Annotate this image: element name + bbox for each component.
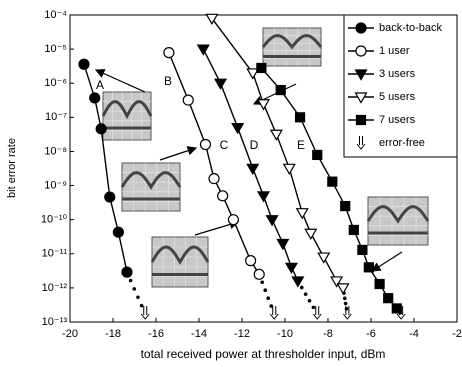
- point: [358, 245, 367, 254]
- extrapolation-dot: [345, 307, 349, 311]
- x-tick-label: -10: [277, 328, 293, 340]
- point: [318, 253, 329, 263]
- point: [198, 45, 209, 55]
- point: [215, 79, 226, 89]
- point: [257, 63, 266, 72]
- point: [105, 192, 115, 202]
- point: [286, 263, 297, 273]
- legend-box: [344, 15, 457, 157]
- point: [258, 192, 269, 202]
- y-tick-label: 10⁻⁹: [44, 179, 67, 191]
- y-tick-label: 10⁻¹⁰: [41, 214, 68, 226]
- x-tick-label: -14: [191, 328, 207, 340]
- point: [328, 177, 337, 186]
- point: [113, 227, 123, 237]
- x-tick-label: -8: [323, 328, 333, 340]
- point: [90, 93, 100, 103]
- point: [79, 59, 89, 69]
- point: [200, 139, 210, 149]
- point: [392, 304, 401, 313]
- y-tick-label: 10⁻⁷: [45, 111, 67, 123]
- inset-arrow: [372, 252, 402, 271]
- x-tick-label: -4: [409, 328, 419, 340]
- y-tick-label: 10⁻⁴: [44, 9, 67, 21]
- curve-tag: D: [250, 138, 259, 152]
- legend-label: 1 user: [379, 45, 410, 57]
- point: [247, 164, 258, 174]
- point: [364, 263, 373, 272]
- point: [349, 225, 358, 234]
- curve-tag: E: [297, 138, 305, 152]
- point: [375, 280, 384, 289]
- legend-label: error-free: [379, 137, 425, 149]
- point: [356, 46, 366, 56]
- chart: bit error rate total received power at t…: [0, 0, 462, 367]
- x-axis-label: total received power at thresholder inpu…: [141, 347, 386, 361]
- point: [305, 229, 316, 239]
- extrapolation-dot: [260, 280, 264, 284]
- extrapolation-dot: [344, 302, 348, 306]
- point: [296, 113, 305, 122]
- point: [246, 256, 256, 266]
- curve-tag: C: [220, 138, 229, 152]
- legend-label: 5 users: [379, 91, 416, 103]
- point: [228, 215, 238, 225]
- point: [284, 164, 295, 174]
- point: [313, 150, 322, 159]
- point: [297, 209, 308, 219]
- point: [258, 100, 269, 110]
- y-tick-label: 10⁻¹¹: [42, 248, 68, 260]
- point: [341, 202, 350, 211]
- point: [122, 267, 132, 277]
- point: [384, 294, 393, 303]
- y-axis-label: bit error rate: [6, 138, 18, 198]
- x-tick-label: -18: [105, 328, 121, 340]
- extrapolation-dot: [263, 288, 267, 292]
- y-tick-label: 10⁻⁸: [44, 145, 67, 157]
- point: [183, 95, 193, 105]
- extrapolation-dot: [300, 286, 304, 290]
- legend-label: 3 users: [379, 68, 416, 80]
- point: [271, 130, 282, 140]
- point: [357, 116, 366, 125]
- point: [232, 124, 243, 134]
- x-tick-label: -12: [234, 328, 250, 340]
- curve-tag: A: [96, 78, 104, 92]
- extrapolation-dot: [312, 306, 316, 310]
- error-free-arrow: [141, 306, 149, 319]
- point: [254, 269, 264, 279]
- point: [267, 216, 278, 226]
- y-tick-label: 10⁻⁶: [44, 77, 67, 89]
- point: [276, 86, 285, 95]
- extrapolation-dot: [308, 299, 312, 303]
- y-tick-label: 10⁻¹³: [42, 316, 68, 328]
- point: [209, 174, 219, 184]
- point: [218, 191, 228, 201]
- point: [292, 277, 303, 287]
- x-tick-label: -20: [62, 328, 78, 340]
- x-tick-label: -16: [148, 328, 164, 340]
- extrapolation-dot: [304, 292, 308, 296]
- y-tick-label: 10⁻¹²: [42, 282, 68, 294]
- point: [356, 23, 366, 33]
- point: [338, 284, 349, 294]
- x-tick-label: -2: [452, 328, 462, 340]
- error-free-arrow: [270, 306, 278, 319]
- curve-tag: B: [164, 74, 172, 88]
- plot: 10⁻⁴ 10⁻⁵ 10⁻⁶ 10⁻⁷ 10⁻⁸ 10⁻⁹ 10⁻¹⁰ 10⁻¹¹ 10⁻¹² 1…: [41, 9, 462, 340]
- extrapolation-dot: [136, 295, 140, 299]
- point: [164, 48, 174, 58]
- extrapolation-dot: [129, 279, 133, 283]
- extrapolation-dot: [266, 296, 270, 300]
- inset-arrow: [160, 148, 196, 160]
- extrapolation-dot: [140, 304, 144, 308]
- point: [96, 124, 106, 134]
- x-tick-label: -6: [366, 328, 376, 340]
- y-tick-label: 10⁻⁵: [44, 43, 67, 55]
- legend-label: 7 users: [379, 114, 416, 126]
- point: [277, 240, 288, 250]
- legend-label: back-to-back: [379, 22, 442, 34]
- extrapolation-dot: [132, 287, 136, 291]
- extrapolation-dot: [343, 297, 347, 301]
